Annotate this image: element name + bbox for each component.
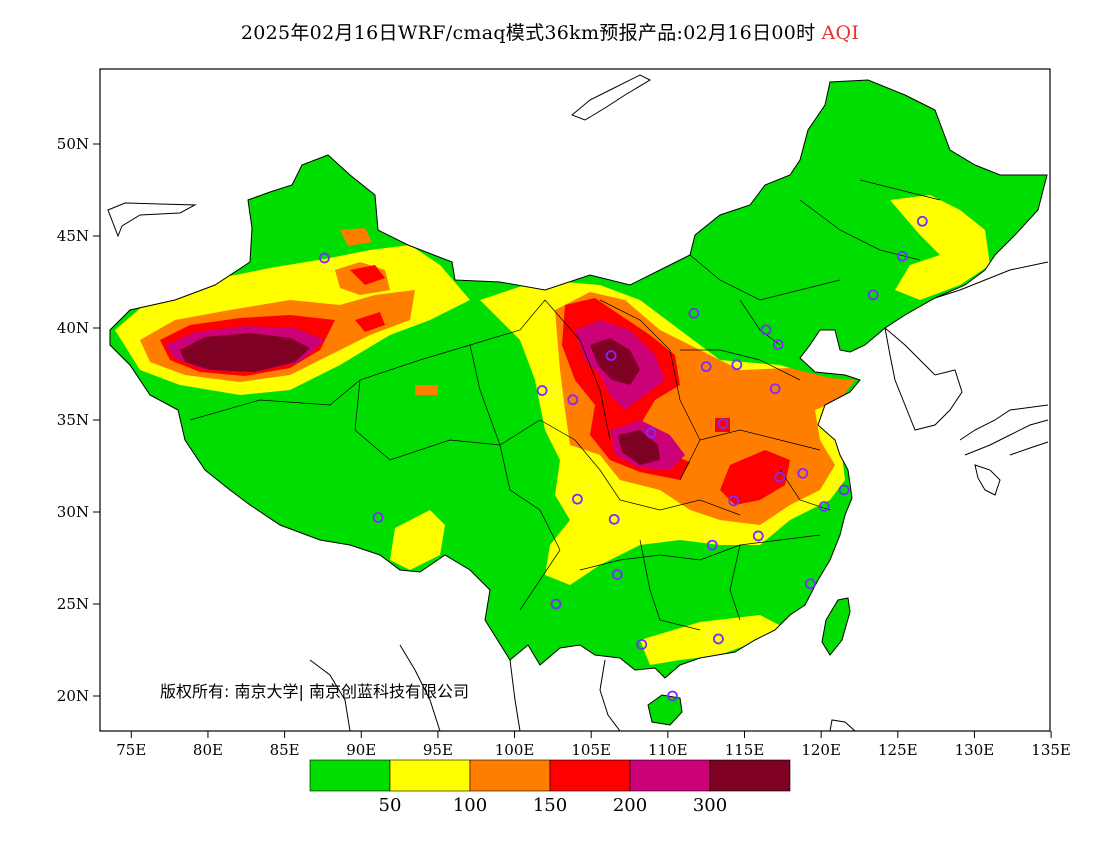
map-title: 2025年02月16日WRF/cmaq模式36km预报产品:02月16日00时 A… [0, 18, 1100, 45]
station-marker [645, 427, 657, 439]
province-borders [189, 179, 941, 631]
station-marker [916, 215, 928, 227]
station-marker [772, 339, 784, 350]
station-marker [636, 639, 648, 650]
legend-swatch [469, 759, 551, 792]
station-marker [760, 324, 772, 336]
station-marker [567, 394, 579, 406]
station-marker [717, 418, 729, 430]
lon-tick-label: 80E [193, 741, 223, 759]
station-marker [706, 539, 718, 551]
station-marker [550, 598, 562, 610]
map-area: 版权所有: 南京大学| 南京创蓝科技有限公司 [107, 74, 1049, 731]
station-marker [372, 512, 384, 523]
station-marker [536, 385, 548, 396]
station-marker [805, 578, 816, 590]
title-variable: AQI [821, 22, 860, 44]
lon-tick-label: 90E [346, 741, 376, 759]
station-marker [752, 530, 764, 542]
legend-swatch [549, 759, 631, 792]
lat-tick-label: 25N [57, 595, 89, 613]
station-marker [713, 633, 724, 645]
aqi-color-legend: 50 100 150 200 300 [309, 759, 791, 816]
legend-swatch [309, 759, 391, 792]
lon-tick-label: 95E [423, 741, 453, 759]
copyright-notice: 版权所有: 南京大学| 南京创蓝科技有限公司 [160, 682, 469, 701]
station-markers [319, 215, 928, 702]
station-marker [818, 501, 830, 512]
station-marker [896, 250, 908, 262]
station-marker [605, 350, 617, 362]
taiwan-outline [821, 597, 851, 656]
lon-tick-label: 100E [495, 741, 535, 759]
taiwan-island [822, 598, 850, 655]
china-aqi-field [110, 80, 1047, 678]
map-frame [99, 68, 1051, 732]
lat-tick-label: 35N [57, 411, 89, 429]
china-outline [109, 79, 1048, 679]
lon-tick-label: 130E [955, 741, 995, 759]
station-marker [728, 495, 740, 507]
lat-tick-label: 20N [57, 687, 89, 705]
legend-label: 100 [453, 795, 487, 816]
hainan-outline [647, 694, 683, 726]
legend-label: 50 [379, 795, 402, 816]
station-marker [838, 484, 850, 496]
station-marker [797, 467, 809, 479]
station-marker [731, 359, 743, 371]
lon-tick-label: 120E [801, 741, 841, 759]
station-marker [608, 513, 620, 525]
hainan-island [648, 695, 682, 725]
lat-tick-label: 40N [57, 319, 89, 337]
station-marker [700, 361, 712, 373]
aqi-band-over-300 [180, 333, 660, 465]
station-marker [774, 471, 786, 483]
station-marker [667, 690, 678, 702]
legend-label: 300 [693, 795, 727, 816]
neighbour-coastlines [107, 74, 1049, 731]
lat-tick-label: 45N [57, 227, 89, 245]
lat-tick-label: 50N [57, 135, 89, 153]
station-marker [769, 383, 781, 395]
lon-tick-label: 105E [571, 741, 611, 759]
legend-swatch [389, 759, 471, 792]
title-text: 2025年02月16日WRF/cmaq模式36km预报产品:02月16日00时 [240, 22, 816, 44]
lon-tick-label: 115E [725, 741, 765, 759]
lon-tick-label: 135E [1031, 741, 1071, 759]
station-marker [572, 493, 583, 505]
lon-tick-label: 85E [270, 741, 300, 759]
legend-swatch [709, 759, 791, 792]
station-marker [611, 569, 623, 580]
station-marker [867, 289, 879, 301]
longitude-axis: 75E 80E 85E 90E 95E 100E 105E 110E 115E 120E 125E 1… [116, 731, 1071, 759]
station-marker [319, 252, 330, 264]
lon-tick-label: 75E [116, 741, 146, 759]
station-marker [688, 307, 700, 319]
legend-label: 150 [533, 795, 567, 816]
lon-tick-label: 110E [648, 741, 688, 759]
lat-tick-label: 30N [57, 503, 89, 521]
latitude-axis: 50N 45N 40N 35N 30N 25N 20N [57, 135, 100, 705]
lon-tick-label: 125E [878, 741, 918, 759]
legend-label: 200 [613, 795, 647, 816]
legend-swatch [629, 759, 711, 792]
